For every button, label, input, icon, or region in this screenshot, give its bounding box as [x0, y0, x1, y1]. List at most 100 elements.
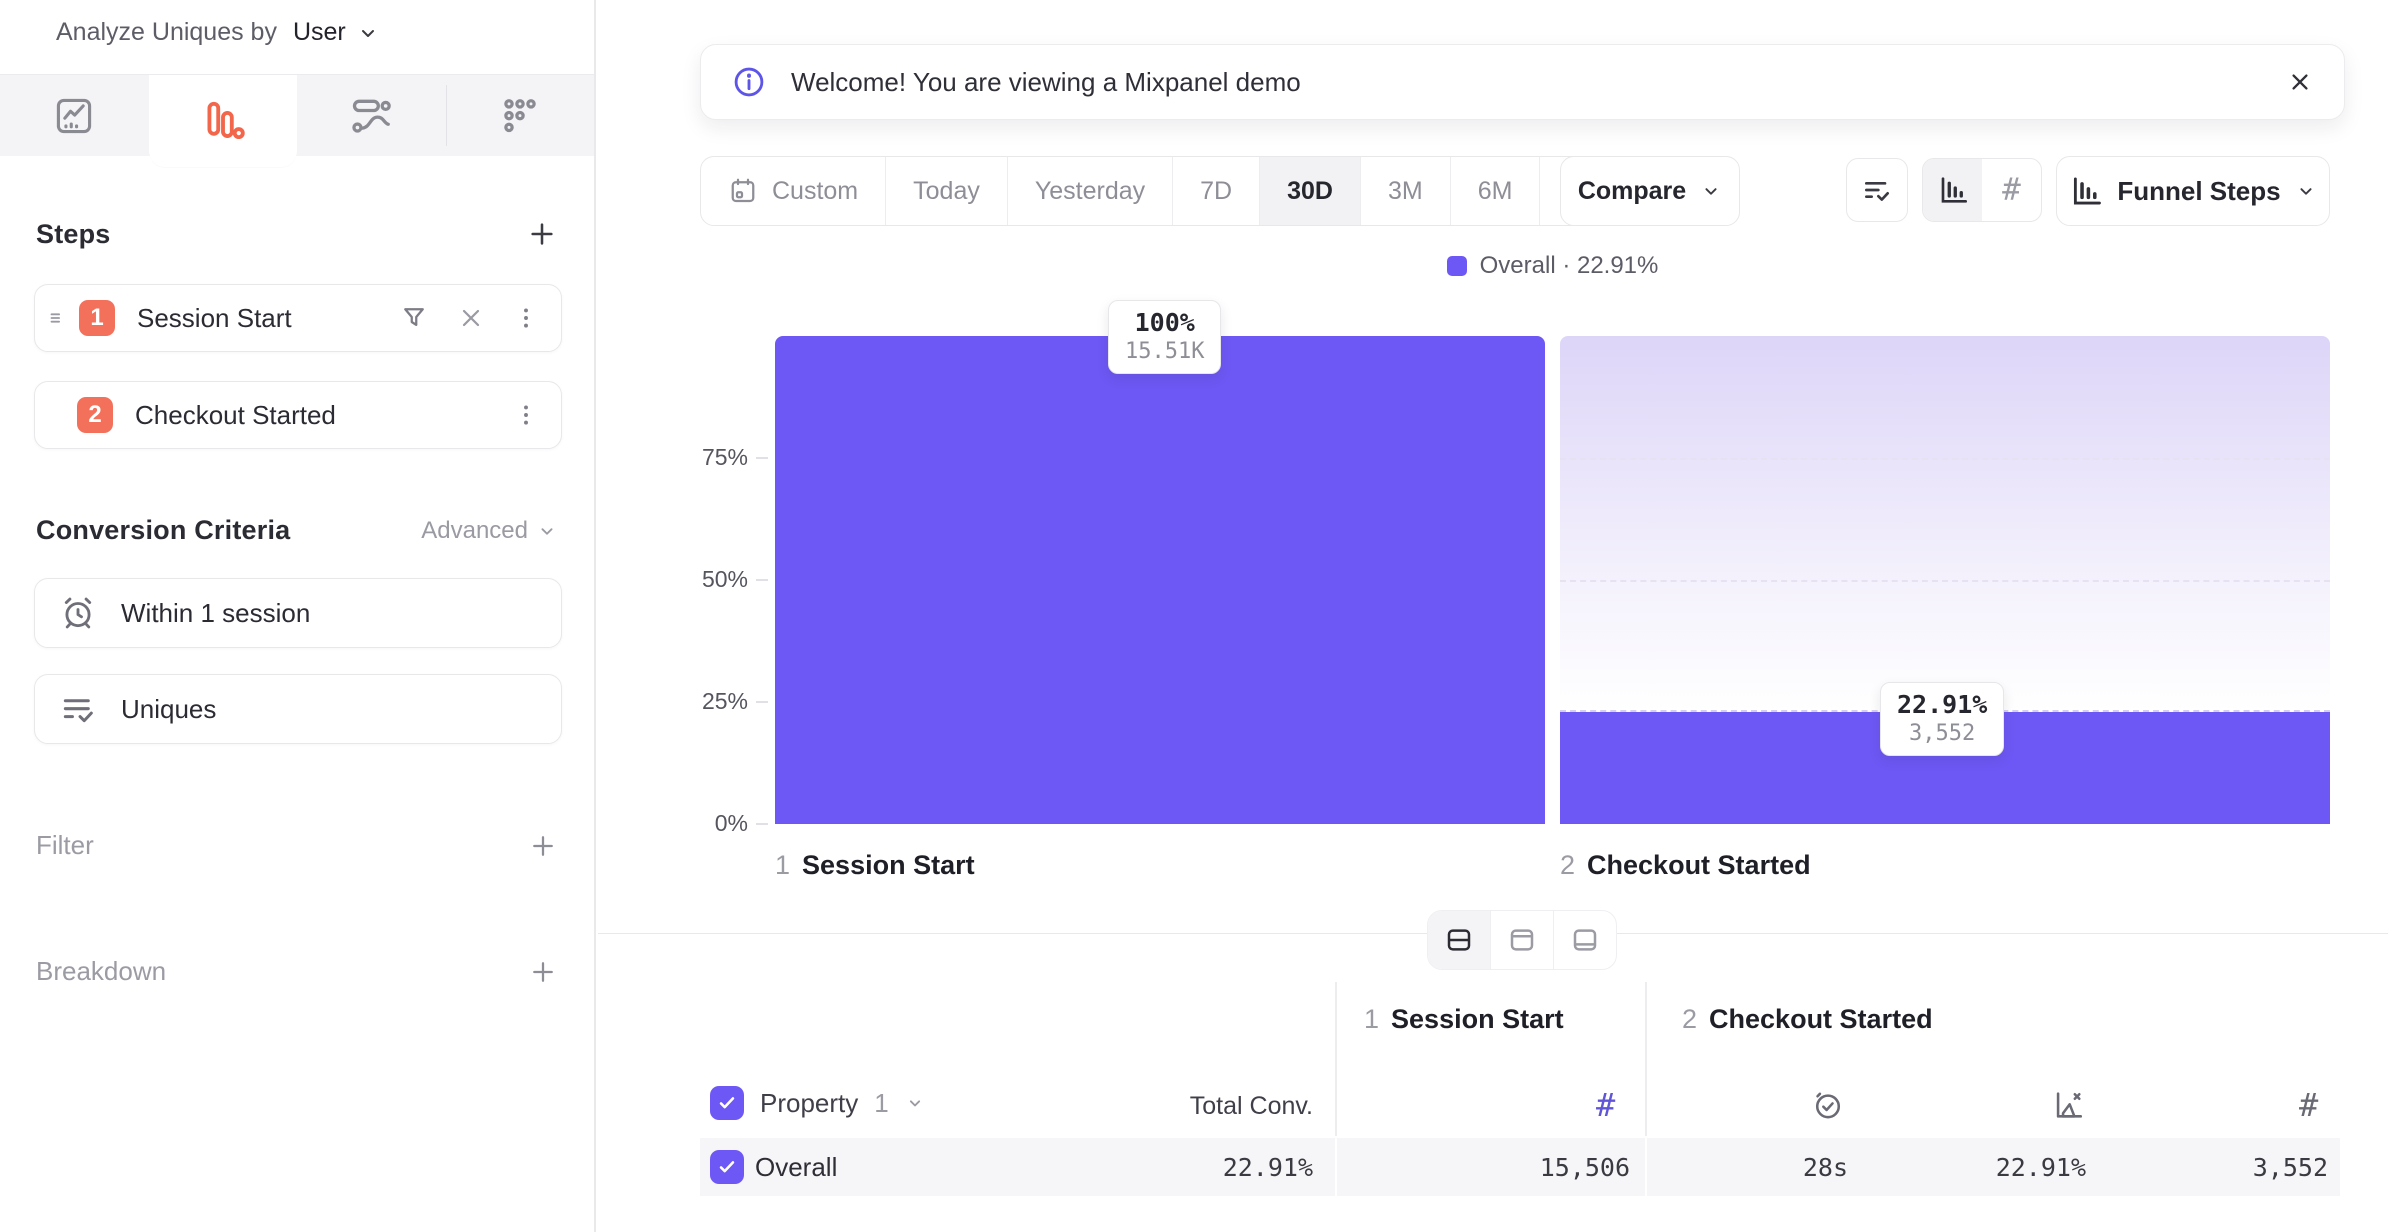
y-axis-tick: 0% — [714, 810, 748, 836]
date-range-7d[interactable]: 7D — [1173, 157, 1261, 225]
clock-check-icon[interactable] — [1811, 1088, 1845, 1122]
step-name[interactable]: Session Start — [137, 302, 292, 333]
date-range-3m[interactable]: 3M — [1361, 157, 1451, 225]
panel-layout-toggle — [1427, 910, 1617, 970]
hash-icon[interactable]: # — [1596, 1086, 1616, 1124]
tab-funnels[interactable] — [148, 75, 297, 167]
row-checkbox[interactable] — [710, 1150, 744, 1184]
table-row-overall[interactable]: Overall 22.91% 15,506 28s 22.91% 3,552 — [700, 1138, 2340, 1196]
table-column-divider — [1335, 982, 1337, 1136]
group-name: Session Start — [1391, 1004, 1564, 1034]
funnel-chart-view-option[interactable] — [1923, 159, 1982, 221]
filter-step-icon[interactable] — [399, 303, 429, 333]
property-selector[interactable]: Property 1 — [710, 1086, 925, 1120]
conversion-window-card[interactable]: Within 1 session — [34, 578, 562, 648]
uniques-toggle-button[interactable] — [1846, 158, 1908, 222]
table-column-divider — [1645, 1138, 1647, 1196]
counting-method-card[interactable]: Uniques — [34, 674, 562, 744]
tab-flows[interactable] — [297, 75, 446, 156]
banner-text: Welcome! You are viewing a Mixpanel demo — [791, 66, 1301, 97]
tab-retention[interactable] — [445, 75, 595, 156]
steps-title: Steps — [36, 218, 111, 249]
hash-icon[interactable]: # — [2299, 1086, 2319, 1124]
funnel-segment-session-start[interactable] — [775, 336, 1545, 824]
remove-step-icon[interactable] — [457, 304, 485, 332]
drag-handle-icon[interactable] — [45, 305, 71, 331]
table-group-session-start: 1 Session Start — [1364, 1004, 1564, 1035]
date-range-label: Yesterday — [1034, 176, 1146, 205]
legend-swatch — [1446, 256, 1467, 276]
step-index: 1 — [775, 850, 791, 880]
add-step-button[interactable] — [526, 218, 558, 250]
list-check-icon — [59, 690, 97, 728]
info-icon — [731, 64, 767, 100]
property-label[interactable]: Property — [760, 1087, 859, 1118]
funnel-chart-icon — [2069, 174, 2103, 208]
tooltip-count: 3,552 — [1909, 721, 1976, 746]
funnel-chart — [775, 336, 2330, 824]
y-axis-tick: 50% — [701, 566, 748, 592]
add-breakdown-button[interactable] — [528, 957, 558, 987]
conversion-window-label[interactable]: Within 1 session — [121, 597, 311, 628]
add-filter-button[interactable] — [528, 831, 558, 861]
step-menu-icon[interactable] — [513, 402, 539, 428]
counting-method-label[interactable]: Uniques — [121, 693, 217, 724]
group-name: Checkout Started — [1709, 1004, 1933, 1034]
table-only-view-option[interactable] — [1554, 911, 1616, 969]
date-range-custom[interactable]: Custom — [701, 157, 887, 225]
conversion-rate-icon[interactable] — [2051, 1088, 2085, 1122]
bar-value-tooltip: 22.91% 3,552 — [1880, 682, 2005, 756]
total-conv-header[interactable]: Total Conv. — [1189, 1092, 1313, 1120]
analyze-by-value[interactable]: User — [292, 18, 346, 46]
x-axis-label-step-1: 1 Session Start — [775, 850, 975, 881]
insights-icon — [52, 94, 96, 138]
step-card-2[interactable]: 2 Checkout Started — [34, 381, 562, 449]
hash-icon: # — [2002, 172, 2021, 208]
date-range-6m[interactable]: 6M — [1451, 157, 1541, 225]
funnel-bar-session-start[interactable] — [775, 336, 1545, 824]
date-range-30d[interactable]: 30D — [1260, 157, 1361, 225]
welcome-banner: Welcome! You are viewing a Mixpanel demo — [700, 44, 2345, 120]
advanced-dropdown[interactable]: Advanced — [421, 517, 558, 545]
retention-icon — [498, 94, 542, 138]
compare-button[interactable]: Compare — [1560, 156, 1740, 226]
date-range-today[interactable]: Today — [886, 157, 1008, 225]
top-panel-icon — [1507, 925, 1537, 955]
step-menu-icon[interactable] — [513, 305, 539, 331]
tooltip-percent: 22.91% — [1897, 690, 1988, 719]
step-card-1[interactable]: 1 Session Start — [34, 284, 562, 352]
funnels-icon — [201, 99, 245, 143]
sidebar: Analyze Uniques by User — [0, 0, 596, 1232]
analyze-by-control[interactable]: Analyze Uniques by User — [56, 18, 380, 47]
filter-title: Filter — [36, 830, 94, 860]
date-range-label: 30D — [1287, 176, 1333, 205]
split-view-option[interactable] — [1428, 911, 1491, 969]
date-range-yesterday[interactable]: Yesterday — [1008, 157, 1174, 225]
y-axis-tick: 25% — [701, 688, 748, 714]
group-index: 1 — [1364, 1004, 1380, 1034]
close-icon[interactable] — [2286, 68, 2314, 96]
conversion-criteria-title: Conversion Criteria — [36, 515, 291, 545]
compare-label: Compare — [1577, 176, 1687, 205]
chart-only-view-option[interactable] — [1491, 911, 1554, 969]
funnel-segment-checkout-started[interactable] — [1560, 336, 2330, 824]
tab-insights[interactable] — [0, 75, 149, 156]
y-axis-tick: 75% — [701, 444, 748, 470]
y-axis-tick-mark — [756, 823, 768, 825]
bar-value-tooltip: 100% 15.51K — [1108, 300, 1222, 374]
date-range-label: Custom — [772, 176, 859, 205]
conversion-criteria-header: Conversion Criteria Advanced — [36, 515, 558, 546]
chart-legend[interactable]: Overall · 22.91% — [775, 252, 2330, 280]
table-column-divider — [1335, 1138, 1337, 1196]
date-range-label: Today — [913, 176, 980, 205]
value-display-toggle: # — [1922, 158, 2042, 222]
cell-step2-count: 3,552 — [2252, 1153, 2328, 1182]
cell-step2-rate: 22.91% — [1995, 1153, 2086, 1182]
split-view-icon — [1444, 925, 1474, 955]
funnel-steps-dropdown[interactable]: Funnel Steps — [2056, 156, 2330, 226]
step-name[interactable]: Checkout Started — [135, 399, 336, 430]
legend-label: Overall · 22.91% — [1479, 252, 1659, 279]
number-view-option[interactable]: # — [1982, 159, 2041, 221]
select-all-checkbox[interactable] — [710, 1086, 744, 1120]
